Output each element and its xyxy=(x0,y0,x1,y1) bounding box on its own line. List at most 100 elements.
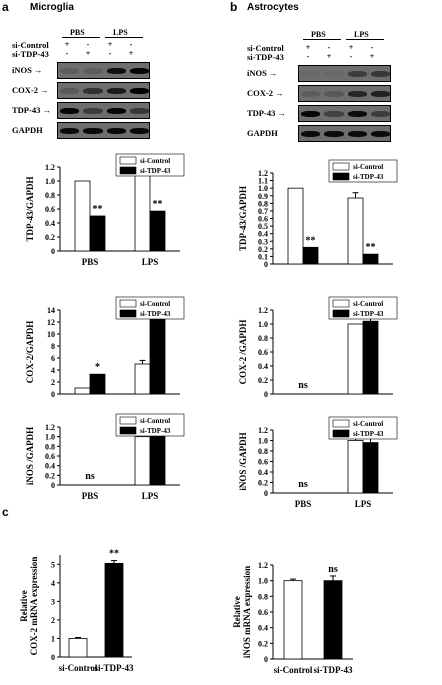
legend-swatch xyxy=(119,299,137,308)
bar xyxy=(134,436,151,486)
x-tick-label-lps: LPS xyxy=(142,491,159,501)
bar xyxy=(362,442,379,494)
y-tick-label: 0.8 xyxy=(258,199,268,208)
y-tick-label: 0.4 xyxy=(258,468,268,477)
blot-underline xyxy=(303,39,341,40)
y-tick-label: 1.0 xyxy=(258,437,268,446)
band-label-tdp-43: TDP-43 → xyxy=(12,105,51,115)
band-label-gapdh: GAPDH xyxy=(12,125,43,135)
y-tick-label: 1.2 xyxy=(258,169,268,178)
y-tick-label: 0.8 xyxy=(45,191,55,200)
legend-label: si-Control xyxy=(140,417,170,425)
y-axis-label: COX-2/GAPDH xyxy=(25,321,35,384)
blot-band xyxy=(129,68,149,74)
legend-label: si-Control xyxy=(140,300,170,308)
blot-band xyxy=(106,88,126,94)
y-tick-label: 2 xyxy=(51,616,55,625)
y-tick-label: 0.4 xyxy=(258,624,268,633)
sign: - xyxy=(327,43,331,52)
blot-underline xyxy=(346,39,384,40)
y-axis-label-line: iNOS mRNA expression xyxy=(242,566,252,658)
legend-swatch xyxy=(119,426,137,435)
y-tick-label: 0.8 xyxy=(258,334,268,343)
blot-strip-inos xyxy=(298,65,391,82)
legend-swatch xyxy=(119,166,137,175)
x-tick-label-pbs: PBS xyxy=(82,257,99,267)
blot-band xyxy=(370,131,390,137)
y-tick-label: 0 xyxy=(264,260,268,269)
legend-label: si-Control xyxy=(353,420,383,428)
y-tick-label: 2 xyxy=(51,378,55,387)
legend-swatch xyxy=(332,429,350,438)
x-tick-label: si-Control xyxy=(274,665,313,675)
y-axis-label: RelativeCOX-2 mRNA expression xyxy=(19,557,39,656)
legend-swatch xyxy=(332,309,350,318)
blot-strip-tdp-43 xyxy=(57,102,150,119)
significance-label: * xyxy=(95,362,100,373)
blot-band xyxy=(347,111,367,117)
y-tick-label: 0.4 xyxy=(258,362,268,371)
y-axis-label-line: Relative xyxy=(232,596,242,628)
y-tick-label: 5 xyxy=(51,560,55,569)
panel-letter-b: b xyxy=(230,0,238,14)
y-tick-label: 1.2 xyxy=(258,306,268,315)
y-tick-label: 0.6 xyxy=(258,215,268,224)
blot-strip-tdp-43 xyxy=(298,105,391,122)
blot-band xyxy=(83,108,103,114)
blot-band xyxy=(83,68,103,74)
astrocytes-tdp43-chart: 00.10.20.30.40.50.60.70.80.91.01.11.2 TDP… xyxy=(238,159,398,269)
bar xyxy=(149,432,166,486)
band-label-gapdh: GAPDH xyxy=(247,128,278,138)
blot-strip-cox-2 xyxy=(57,82,150,99)
significance-label: ** xyxy=(366,242,376,253)
blot-strip-gapdh xyxy=(298,125,391,142)
sign: + xyxy=(107,40,113,49)
legend-swatch xyxy=(332,172,350,181)
sign: + xyxy=(305,43,311,52)
significance-label: ns xyxy=(85,471,95,482)
astrocytes-blot: Astrocytes PBS LPS si-Control si-TDP-43 … xyxy=(221,0,442,145)
sign: - xyxy=(370,43,374,52)
bar xyxy=(362,320,379,395)
band-label-cox-2: COX-2 → xyxy=(12,85,49,95)
y-tick-label: 0.4 xyxy=(45,219,55,228)
y-axis-label: COX-2 /GAPDH xyxy=(238,320,248,385)
bar xyxy=(68,638,88,658)
y-tick-label: 0.2 xyxy=(45,471,55,480)
y-tick-label: 0 xyxy=(51,390,55,399)
band-label-inos: iNOS → xyxy=(247,68,278,78)
significance-label: ** xyxy=(153,199,163,210)
legend-label: si-Control xyxy=(353,163,383,171)
blot-row-si-control: si-Control xyxy=(12,40,49,50)
blot-strip-cox-2 xyxy=(298,85,391,102)
blot-band xyxy=(324,91,344,97)
y-tick-label: 0.8 xyxy=(258,447,268,456)
x-tick-label: si-Control xyxy=(59,663,98,673)
legend-label: si-TDP-43 xyxy=(140,310,171,318)
y-tick-label: 0.5 xyxy=(258,222,268,231)
blot-band xyxy=(324,71,344,77)
band-label-cox-2: COX-2 → xyxy=(247,88,284,98)
blot-band xyxy=(324,111,344,117)
y-tick-label: 0.2 xyxy=(258,376,268,385)
x-tick-label: si-TDP-43 xyxy=(95,663,134,673)
legend-swatch xyxy=(119,156,137,165)
y-tick-label: 0.2 xyxy=(45,233,55,242)
y-tick-label: 0.6 xyxy=(258,458,268,467)
sign: + xyxy=(64,40,70,49)
y-axis-label: iNOS /GAPDH xyxy=(238,432,248,490)
y-tick-label: 1.2 xyxy=(258,561,268,570)
x-tick-label-lps: LPS xyxy=(142,257,159,267)
blot-band xyxy=(347,131,367,137)
bar xyxy=(347,323,364,395)
bar xyxy=(134,173,151,252)
y-tick-label: 0.6 xyxy=(45,205,55,214)
blot-row-si-control: si-Control xyxy=(247,43,284,53)
legend-label: si-Control xyxy=(353,300,383,308)
bar xyxy=(104,562,124,658)
sign: + xyxy=(128,49,134,58)
legend-label: si-TDP-43 xyxy=(140,167,171,175)
y-tick-label: 1.1 xyxy=(258,177,268,186)
blot-band xyxy=(347,71,367,77)
